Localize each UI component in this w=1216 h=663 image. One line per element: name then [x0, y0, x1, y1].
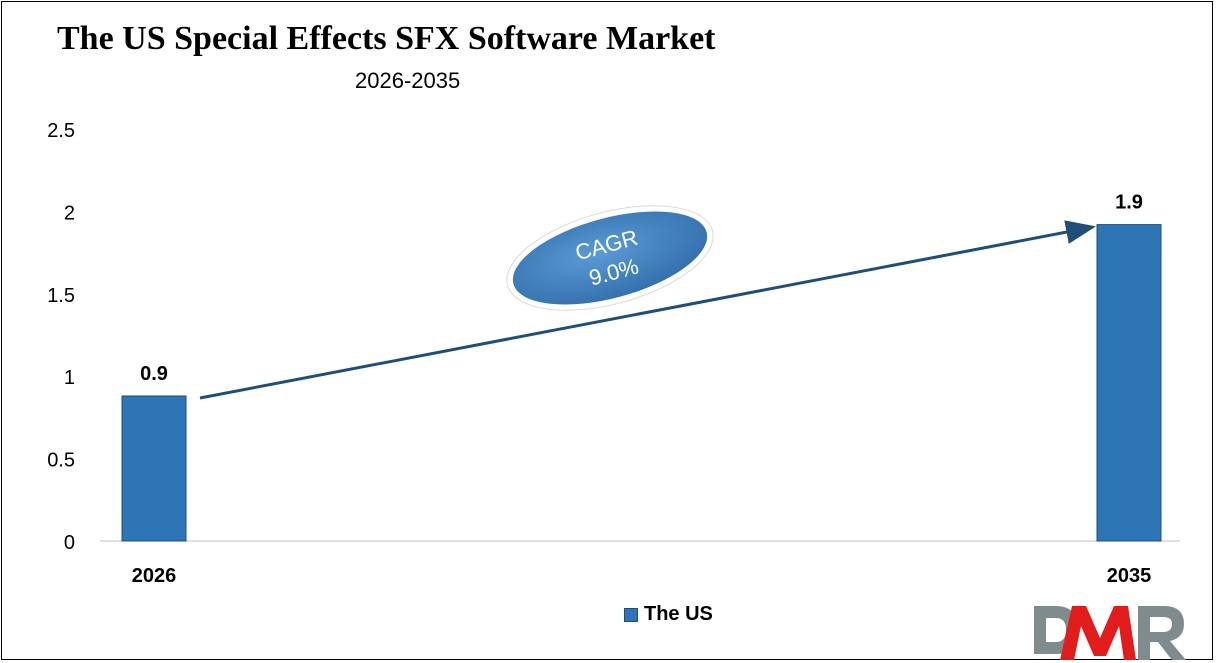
y-tick-label: 1.5: [47, 285, 75, 307]
data-label: 1.9: [1115, 192, 1143, 214]
data-label: 0.9: [140, 363, 168, 385]
y-tick-label: 2.5: [47, 120, 75, 142]
cagr-ellipse: CAGR 9.0%: [506, 205, 714, 311]
x-tick-label: 2035: [1107, 565, 1152, 587]
chart-title: The US Special Effects SFX Software Mark…: [57, 20, 716, 57]
dmr-logo: [1034, 606, 1186, 660]
legend-swatch: [624, 607, 638, 622]
chart-subtitle: 2026-2035: [355, 68, 461, 93]
y-tick-label: 0: [64, 532, 75, 554]
bar-2026: [121, 395, 187, 542]
y-tick-label: 0.5: [47, 450, 75, 472]
legend-label: The US: [644, 603, 713, 625]
y-tick-label: 1: [64, 367, 75, 389]
growth-arrow: [199, 220, 1096, 400]
legend: The US: [624, 603, 713, 626]
y-tick-label: 2: [64, 202, 75, 224]
x-tick-label: 2026: [132, 565, 177, 587]
bar-2035: [1096, 224, 1162, 542]
